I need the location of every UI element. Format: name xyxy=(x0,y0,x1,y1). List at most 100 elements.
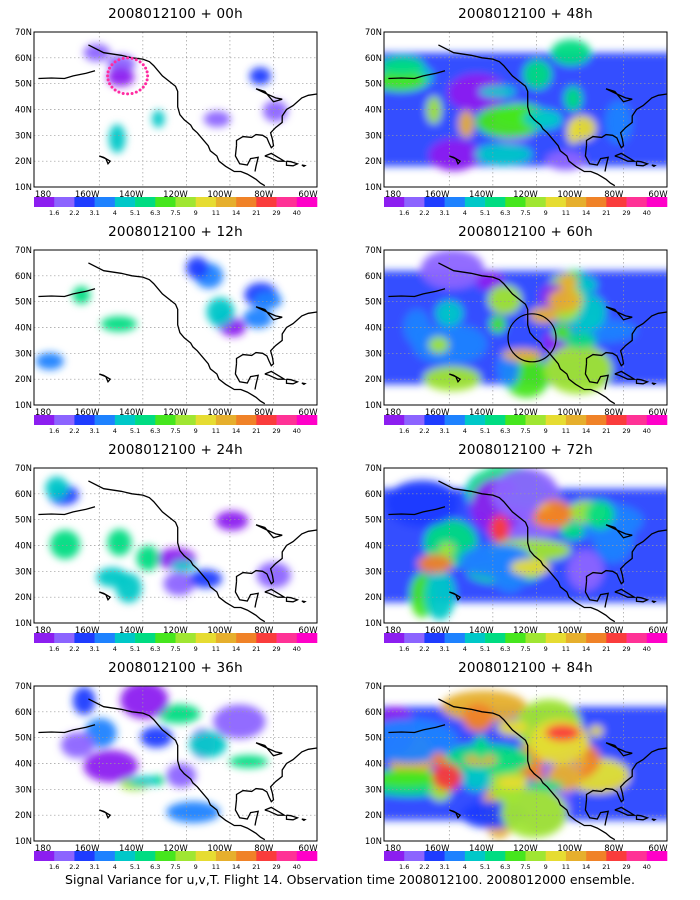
coastline xyxy=(38,480,317,623)
colorbar-swatch xyxy=(276,851,298,861)
colorbar-label: 4 xyxy=(113,427,117,435)
lat-tick-label: 20N xyxy=(365,157,382,167)
lon-tick-label: 160W xyxy=(425,844,450,854)
colorbar-swatch xyxy=(444,633,466,643)
colorbar-swatch xyxy=(545,633,567,643)
colorbar-swatch xyxy=(175,851,197,861)
colorbar-label: 1.6 xyxy=(49,209,59,217)
lat-tick-label: 30N xyxy=(15,567,32,577)
lon-tick-label: 140W xyxy=(119,408,144,418)
colorbar-label: 6.3 xyxy=(150,209,160,217)
colorbar-label: 6.3 xyxy=(500,209,510,217)
lon-tick-label: 80W xyxy=(254,844,274,854)
colorbar-label: 5.1 xyxy=(480,645,490,653)
lat-tick-label: 70N xyxy=(15,28,32,38)
colorbar-swatch xyxy=(586,415,607,425)
lon-tick-label: 140W xyxy=(469,626,494,636)
map-frame xyxy=(383,467,668,624)
colorbar-swatch xyxy=(384,415,405,425)
colorbar-swatch xyxy=(54,197,75,207)
colorbar-label: 29 xyxy=(272,209,280,217)
colorbar-swatch xyxy=(195,633,217,643)
lat-tick-label: 20N xyxy=(365,811,382,821)
lat-tick-label: 30N xyxy=(365,567,382,577)
colorbar-label: 14 xyxy=(582,863,590,871)
colorbar-label: 21 xyxy=(602,645,610,653)
colorbar-swatch xyxy=(505,851,526,861)
colorbar-label: 1.6 xyxy=(399,645,409,653)
colorbar-swatch xyxy=(276,415,298,425)
lat-tick-label: 20N xyxy=(15,157,32,167)
colorbar-swatch xyxy=(565,633,587,643)
colorbar-label: 7.5 xyxy=(520,645,530,653)
colorbar-swatch xyxy=(505,415,526,425)
lat-tick-label: 60N xyxy=(365,708,382,718)
map-frame xyxy=(383,249,668,406)
colorbar-label: 29 xyxy=(272,645,280,653)
lat-tick-label: 10N xyxy=(15,401,32,411)
colorbar-label: 3.1 xyxy=(89,209,99,217)
colorbar-swatch xyxy=(485,415,506,425)
colorbar-swatch xyxy=(296,197,318,207)
colorbar-swatch xyxy=(565,197,587,207)
colorbar-label: 5.1 xyxy=(480,209,490,217)
colorbar-swatch xyxy=(135,197,156,207)
colorbar-label: 14 xyxy=(232,427,240,435)
colorbar-swatch xyxy=(54,851,75,861)
lat-tick-label: 40N xyxy=(365,324,382,334)
map-frame xyxy=(33,685,318,842)
variance-field xyxy=(384,250,667,398)
colorbar-swatch xyxy=(256,197,277,207)
colorbar-label: 21 xyxy=(252,427,260,435)
lon-tick-label: 100W xyxy=(557,408,582,418)
lat-tick-label: 40N xyxy=(15,760,32,770)
colorbar-swatch xyxy=(94,633,116,643)
colorbar-label: 5.1 xyxy=(130,209,140,217)
colorbar-swatch xyxy=(606,851,627,861)
colorbar-label: 6.3 xyxy=(150,863,160,871)
graticule xyxy=(384,32,667,187)
colorbar-label: 4 xyxy=(463,863,467,871)
colorbar-swatch xyxy=(114,197,136,207)
variance-field xyxy=(83,43,288,154)
colorbar-swatch xyxy=(404,851,425,861)
colorbar-swatch xyxy=(525,633,547,643)
lat-tick-label: 20N xyxy=(365,593,382,603)
colorbar-label: 11 xyxy=(562,645,570,653)
colorbar-swatch xyxy=(135,415,156,425)
colorbar-label: 7.5 xyxy=(520,427,530,435)
colorbar-swatch xyxy=(646,197,668,207)
map-frame xyxy=(33,467,318,624)
panel-title: 2008012100 + 72h xyxy=(458,442,593,458)
colorbar-label: 11 xyxy=(212,427,220,435)
graticule xyxy=(34,32,317,187)
colorbar-label: 7.5 xyxy=(170,645,180,653)
map-frame xyxy=(383,31,668,188)
colorbar-swatch xyxy=(135,851,156,861)
lat-tick-label: 50N xyxy=(365,734,382,744)
forecast-panel: 70N 60N 50N 40N 30N 20N 10N 180 160W 140W 120W 100W… xyxy=(0,218,350,435)
figure-caption: Signal Variance for u,v,T. Flight 14. Ob… xyxy=(65,872,635,887)
colorbar-label: 1.6 xyxy=(49,427,59,435)
colorbar-label: 2.2 xyxy=(419,863,429,871)
lon-tick-label: 100W xyxy=(207,626,232,636)
colorbar-label: 5.1 xyxy=(480,863,490,871)
lon-tick-label: 80W xyxy=(604,408,624,418)
coastline xyxy=(388,262,667,405)
lon-tick-label: 60W xyxy=(648,844,668,854)
lat-tick-label: 60N xyxy=(365,272,382,282)
lon-tick-label: 80W xyxy=(604,626,624,636)
colorbar-label: 1.6 xyxy=(49,863,59,871)
lon-tick-label: 160W xyxy=(425,408,450,418)
flight-track-dots xyxy=(106,56,150,96)
lat-tick-label: 30N xyxy=(365,349,382,359)
lon-tick-label: 180 xyxy=(385,844,401,854)
lon-tick-label: 100W xyxy=(557,190,582,200)
colorbar-label: 6.3 xyxy=(150,645,160,653)
colorbar-swatch xyxy=(525,851,547,861)
lon-tick-label: 100W xyxy=(557,626,582,636)
graticule xyxy=(34,250,317,405)
colorbar-label: 21 xyxy=(602,427,610,435)
colorbar-label: 6.3 xyxy=(500,645,510,653)
